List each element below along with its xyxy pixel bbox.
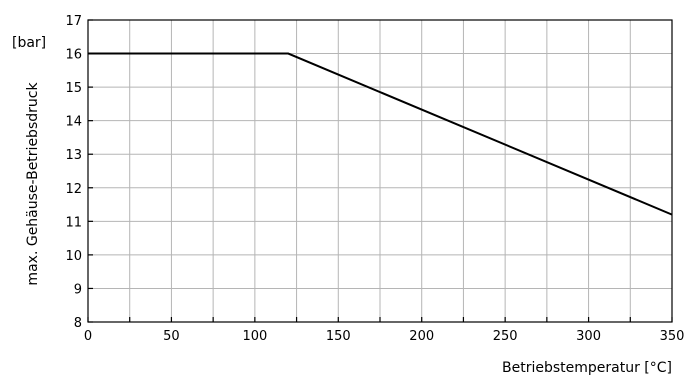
y-tick-label: 11 bbox=[65, 215, 82, 230]
x-tick-label: 0 bbox=[84, 329, 92, 344]
y-tick-label: 17 bbox=[65, 14, 82, 29]
tick-labels: 0 50 100 150 200 250 300 350 8 9 10 11 12 13 14 15 16 17 bbox=[65, 14, 684, 344]
x-tick-label: 150 bbox=[326, 329, 351, 344]
x-tick-label: 350 bbox=[660, 329, 685, 344]
y-axis-title: max. Gehäuse-Betriebsdruck bbox=[25, 82, 41, 286]
y-tick-label: 12 bbox=[65, 182, 82, 197]
x-tick-label: 250 bbox=[493, 329, 518, 344]
axis-ticks bbox=[87, 19, 673, 323]
x-tick-label: 200 bbox=[409, 329, 434, 344]
y-unit-label: [bar] bbox=[12, 35, 46, 51]
series-layer bbox=[88, 52, 673, 216]
y-tick-label: 8 bbox=[74, 316, 82, 331]
y-tick-label: 13 bbox=[65, 148, 82, 163]
x-tick-label: 300 bbox=[576, 329, 601, 344]
grid-lines bbox=[88, 20, 672, 322]
y-tick-label: 14 bbox=[65, 115, 82, 130]
x-tick-label: 100 bbox=[242, 329, 267, 344]
x-axis-title: Betriebstemperatur [°C] bbox=[502, 360, 672, 376]
y-tick-label: 10 bbox=[65, 249, 82, 264]
y-tick-label: 16 bbox=[65, 48, 82, 63]
x-tick-label: 50 bbox=[163, 329, 180, 344]
series-line bbox=[88, 52, 673, 216]
y-tick-label: 9 bbox=[74, 282, 82, 297]
y-tick-label: 15 bbox=[65, 81, 82, 96]
